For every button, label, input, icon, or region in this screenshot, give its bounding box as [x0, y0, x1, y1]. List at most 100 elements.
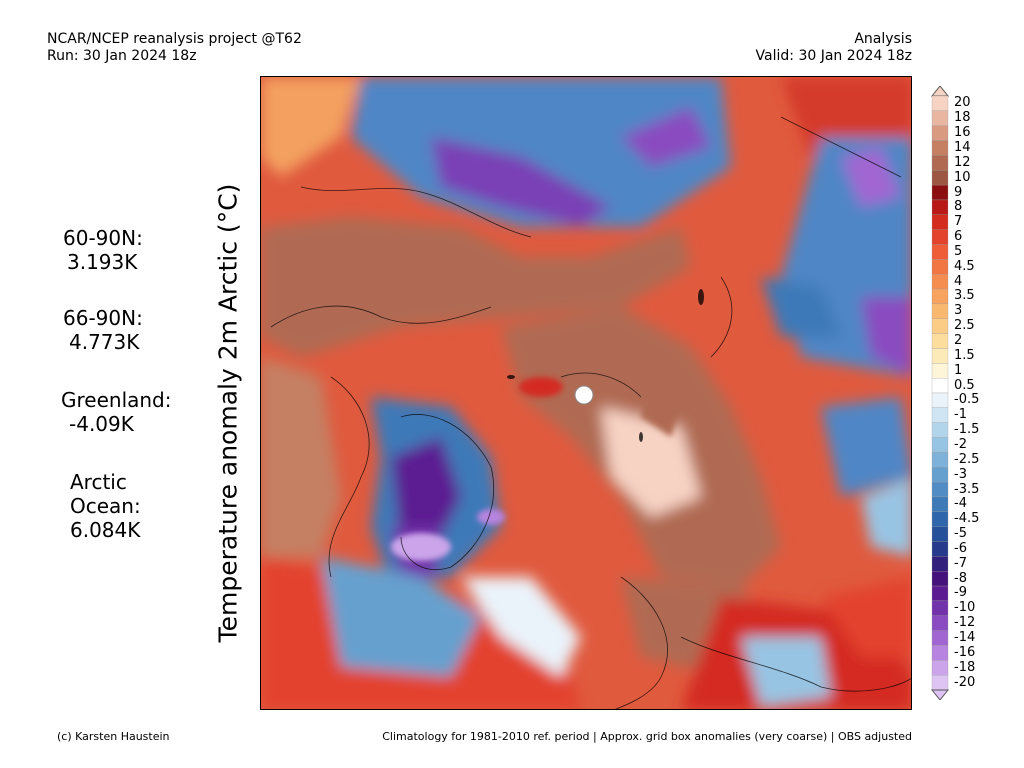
colorbar-swatch: [931, 526, 949, 542]
colorbar-swatch: [931, 600, 949, 616]
colorbar-tick-label: 2: [954, 333, 963, 349]
colorbar-tick-label: -9: [954, 585, 967, 601]
colorbar-swatch: [931, 288, 949, 305]
stat-label: 60-90N:: [63, 226, 143, 250]
colorbar-tick-label: -12: [954, 615, 976, 631]
colorbar-swatch: [931, 214, 949, 230]
colorbar-swatch: [931, 467, 949, 483]
colorbar-tick-label: -2: [954, 436, 967, 452]
colorbar-swatch: [931, 318, 949, 334]
stat-value: 4.773K: [69, 330, 140, 354]
colorbar-swatch: [931, 496, 949, 512]
colorbar-tick-label: -2.5: [954, 451, 980, 467]
colorbar-swatch: [931, 571, 949, 587]
colorbar-swatch: [931, 244, 949, 260]
colorbar-tick-label: 7: [954, 214, 963, 230]
analysis-label: Analysis: [854, 31, 912, 47]
colorbar-tick-label: -3.5: [954, 481, 980, 497]
anomaly-map: [260, 76, 912, 710]
colorbar-swatch: [931, 274, 949, 290]
colorbar-tick-label: 18: [954, 110, 971, 126]
colorbar-swatch: [931, 259, 949, 275]
stat-60-90n: 60-90N: 3.193K: [63, 226, 143, 274]
colorbar-tick-label: -5: [954, 526, 967, 542]
stat-label: Arctic: [70, 470, 127, 494]
colorbar-tick-label: 1: [954, 362, 963, 378]
stat-value: 6.084K: [70, 518, 141, 542]
colorbar-tick-label: 1.5: [954, 347, 975, 363]
colorbar-swatch: [931, 170, 949, 186]
colorbar-swatch: [931, 630, 949, 646]
stat-value: 3.193K: [67, 250, 138, 274]
colorbar: [930, 86, 950, 700]
colorbar-tick-label: -20: [954, 674, 976, 690]
valid-info: Analysis Valid: 30 Jan 2024 18z: [756, 31, 912, 65]
valid-time: Valid: 30 Jan 2024 18z: [755, 48, 912, 64]
colorbar-swatch: [931, 303, 949, 319]
colorbar-swatch: [931, 585, 949, 602]
colorbar-tick-label: -6: [954, 540, 967, 556]
colorbar-swatch: [931, 95, 949, 112]
colorbar-swatch: [931, 125, 949, 141]
colorbar-swatch: [931, 333, 949, 349]
colorbar-tick-label: -1.5: [954, 422, 980, 438]
colorbar-max-arrow: [930, 86, 950, 97]
colorbar-swatch: [931, 511, 949, 527]
colorbar-swatch: [931, 645, 949, 661]
stat-label: 66-90N:: [63, 306, 143, 330]
colorbar-tick-label: -16: [954, 644, 976, 660]
colorbar-swatch: [931, 377, 949, 394]
colorbar-tick-label: 9: [954, 184, 963, 200]
colorbar-swatch: [931, 229, 949, 245]
colorbar-swatch: [931, 481, 949, 498]
colorbar-min-arrow: [930, 689, 950, 700]
model-title: NCAR/NCEP reanalysis project @T62: [47, 31, 302, 47]
colorbar-tick-label: -0.5: [954, 392, 980, 408]
colorbar-swatch: [931, 556, 949, 572]
colorbar-tick-label: 3: [954, 303, 963, 319]
stat-label: Ocean:: [70, 494, 141, 518]
colorbar-swatch: [931, 407, 949, 423]
colorbar-swatch: [931, 452, 949, 468]
colorbar-tick-label: 3.5: [954, 288, 975, 304]
run-time: Run: 30 Jan 2024 18z: [47, 48, 197, 64]
colorbar-tick-label: 14: [954, 139, 971, 155]
colorbar-tick-label: 8: [954, 199, 963, 215]
map-title: Temperature anomaly 2m Arctic (°C): [213, 183, 243, 643]
stat-greenland: Greenland: -4.09K: [61, 388, 172, 436]
colorbar-tick-label: 10: [954, 169, 971, 185]
stat-66-90n: 66-90N: 4.773K: [63, 306, 143, 354]
colorbar-tick-label: 16: [954, 125, 971, 141]
colorbar-tick-label: 20: [954, 95, 971, 111]
colorbar-swatch: [931, 363, 949, 379]
colorbar-swatch: [931, 140, 949, 156]
colorbar-tick-label: -4.5: [954, 511, 980, 527]
colorbar-swatch: [931, 675, 949, 691]
colorbar-tick-label: -7: [954, 555, 967, 571]
footer-note: Climatology for 1981-2010 ref. period | …: [382, 730, 912, 743]
colorbar-swatch: [931, 348, 949, 364]
colorbar-tick-label: 6: [954, 229, 963, 245]
colorbar-tick-label: -18: [954, 659, 976, 675]
colorbar-swatch: [931, 541, 949, 557]
colorbar-swatch: [931, 422, 949, 438]
colorbar-swatch: [931, 437, 949, 453]
colorbar-tick-label: -4: [954, 496, 967, 512]
colorbar-tick-label: 5: [954, 243, 963, 259]
north-pole-icon: [574, 385, 594, 405]
run-info: NCAR/NCEP reanalysis project @T62 Run: 3…: [47, 31, 302, 65]
stat-value: -4.09K: [69, 412, 134, 436]
colorbar-swatch: [931, 110, 949, 126]
colorbar-swatch: [931, 184, 949, 201]
colorbar-swatch: [931, 392, 949, 409]
colorbar-swatch: [931, 199, 949, 215]
colorbar-tick-label: -10: [954, 600, 976, 616]
colorbar-tick-label: 0.5: [954, 377, 975, 393]
colorbar-tick-label: 2.5: [954, 318, 975, 334]
colorbar-swatch: [931, 615, 949, 631]
colorbar-tick-label: -3: [954, 466, 967, 482]
colorbar-swatch: [931, 155, 949, 171]
stat-label: Greenland:: [61, 388, 172, 412]
anomaly-map-canvas: [261, 77, 911, 709]
colorbar-tick-label: 12: [954, 154, 971, 170]
